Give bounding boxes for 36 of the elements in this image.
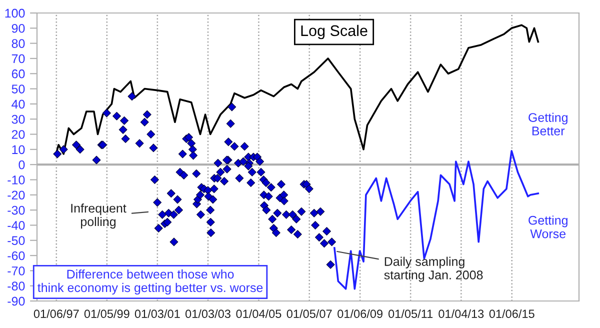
annotation: Difference between those who think economy is getting better vs. worse — [38, 269, 263, 295]
y-tick-label: 80 — [12, 39, 25, 48]
x-tick-label: 01/05/99 — [84, 309, 130, 318]
x-tick-label: 01/03/03 — [185, 309, 230, 318]
x-tick-label: 01/06/97 — [34, 309, 79, 318]
y-tick-label: -30 — [8, 206, 25, 215]
x-tick-label: 01/03/01 — [134, 309, 180, 318]
y-tick-label: 60 — [12, 69, 25, 78]
x-tick-label: 01/04/13 — [438, 309, 484, 318]
y-tick-label: 30 — [12, 114, 25, 124]
y-tick-label: -60 — [8, 251, 25, 260]
y-tick-label: -90 — [8, 296, 25, 306]
x-tick-label: 01/05/11 — [388, 309, 433, 318]
text: Log Scale — [301, 24, 368, 40]
y-tick-label: 50 — [12, 84, 25, 94]
y-tick-label: -10 — [8, 176, 25, 184]
x-tick-label: 01/06/09 — [338, 309, 382, 318]
y-tick-label: -50 — [8, 236, 25, 246]
x-tick-label: 01/05/07 — [286, 309, 332, 318]
y-tick-label: 100 — [5, 8, 25, 18]
x-tick-label: 01/06/15 — [489, 309, 534, 318]
y-tick-label: -80 — [8, 282, 25, 290]
x-tick-label: 01/04/05 — [236, 309, 282, 318]
y-tick-label: -70 — [8, 266, 25, 276]
annotation: Getting Better — [528, 112, 568, 136]
y-tick-label: 20 — [12, 130, 25, 139]
y-tick-label: 70 — [12, 54, 25, 64]
annotation: Infrequent polling — [71, 203, 126, 229]
y-tick-label: -20 — [8, 190, 25, 200]
annotation: Daily sampling starting Jan. 2008 — [384, 256, 483, 282]
y-tick-label: 90 — [12, 24, 25, 33]
annotation: Getting Worse — [528, 216, 568, 238]
y-tick-label: 10 — [12, 145, 25, 154]
y-tick-label: 0 — [18, 160, 25, 170]
y-tick-label: -40 — [8, 221, 25, 230]
y-tick-label: 40 — [12, 100, 25, 109]
